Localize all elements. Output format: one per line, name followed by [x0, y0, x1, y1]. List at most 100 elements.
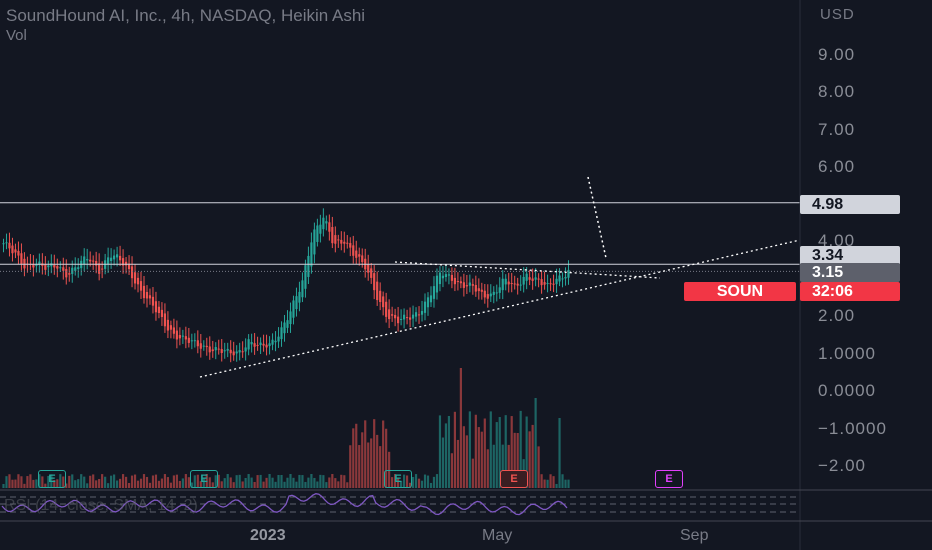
- candle-body: [507, 281, 510, 285]
- volume-bar: [376, 434, 379, 488]
- volume-bar: [567, 479, 570, 488]
- symbol-tag[interactable]: SOUN: [684, 282, 796, 301]
- candle-body: [50, 263, 53, 267]
- volume-bar: [525, 416, 528, 488]
- candle-body: [504, 278, 507, 285]
- volume-bar: [247, 474, 250, 488]
- candle-body: [495, 292, 498, 294]
- volume-bar: [379, 446, 382, 488]
- price-tag-4-98[interactable]: 4.98: [800, 195, 900, 214]
- volume-bar: [133, 474, 137, 488]
- volume-bar: [35, 479, 38, 488]
- candle-body: [286, 320, 289, 328]
- candle-body: [519, 284, 522, 286]
- volume-bar: [528, 431, 531, 488]
- candle-body: [444, 274, 448, 278]
- volume-bar: [292, 477, 295, 488]
- volume-bar: [417, 478, 421, 488]
- volume-bar: [549, 474, 552, 488]
- candle-body: [352, 245, 355, 256]
- volume-bar: [394, 474, 397, 488]
- candle-body: [373, 273, 376, 291]
- drawing-lines[interactable]: [0, 176, 801, 378]
- volume-bar: [163, 474, 167, 488]
- volume-bar: [537, 446, 540, 488]
- candle-body: [124, 261, 128, 266]
- candle-body: [86, 259, 89, 261]
- volume-bar: [391, 477, 394, 488]
- y-tick-label: −2.00: [818, 456, 867, 475]
- candle-body: [110, 257, 113, 261]
- candle-body: [142, 285, 146, 299]
- volume-bar: [5, 476, 8, 488]
- y-tick-label: 2.00: [818, 306, 856, 325]
- earnings-event-future-icon[interactable]: E: [655, 470, 683, 488]
- volume-bar: [432, 476, 436, 488]
- earnings-event-icon[interactable]: E: [190, 470, 218, 488]
- candle-body: [205, 345, 208, 348]
- candle-body: [298, 291, 301, 303]
- currency-label[interactable]: USD: [820, 6, 855, 23]
- volume-bar: [513, 432, 516, 488]
- candle-body: [355, 250, 358, 258]
- volume-bar: [23, 483, 26, 488]
- y-tick-label: 7.00: [818, 120, 856, 139]
- candle-body: [516, 283, 519, 286]
- volume-bar: [343, 475, 346, 488]
- candle-body: [385, 301, 388, 317]
- earnings-event-icon[interactable]: E: [38, 470, 66, 488]
- candle-body: [160, 309, 164, 317]
- volume-bar: [136, 480, 140, 488]
- volume-bar: [298, 474, 301, 488]
- candle-body: [265, 344, 268, 348]
- chart-title: SoundHound AI, Inc., 4h, NASDAQ, Heikin …: [6, 6, 366, 25]
- volume-bar: [11, 479, 14, 488]
- volume-bar: [68, 475, 71, 488]
- volume-bar: [250, 477, 253, 488]
- candle-body: [95, 260, 98, 266]
- earnings-event-icon[interactable]: E: [384, 470, 412, 488]
- candle-body: [513, 283, 516, 285]
- candle-body: [453, 277, 456, 285]
- countdown-tag[interactable]: 32:06: [800, 282, 900, 301]
- volume-bar: [534, 398, 537, 488]
- volume-bar: [346, 482, 349, 488]
- volume-bar: [184, 474, 187, 488]
- candle-body: [471, 284, 474, 286]
- candle-body: [310, 242, 313, 267]
- last-price-tag[interactable]: 3.15: [800, 263, 900, 282]
- volume-bar: [423, 474, 427, 488]
- candle-body: [459, 281, 462, 284]
- candle-body: [157, 306, 161, 313]
- candle-body: [5, 242, 8, 244]
- candle-body: [277, 336, 280, 342]
- volume-bar: [274, 481, 277, 488]
- rsi-indicator-label[interactable]: RSI (14, close, SMA, 14, 2): [4, 497, 198, 514]
- volume-bar: [474, 414, 477, 488]
- candle-body: [190, 340, 193, 342]
- candle-body: [292, 300, 295, 318]
- candle-body: [468, 282, 471, 286]
- volume-bar: [187, 477, 190, 488]
- volume-bar: [328, 477, 331, 488]
- candle-body: [561, 278, 564, 280]
- candle-body: [193, 340, 196, 342]
- volume-bar: [334, 478, 337, 488]
- candle-body: [268, 343, 271, 347]
- candle-body: [247, 339, 250, 350]
- earnings-event-icon[interactable]: E: [500, 470, 528, 488]
- candle-body: [53, 264, 56, 268]
- volume-bar: [501, 444, 504, 488]
- volume-indicator-label[interactable]: Vol: [6, 27, 27, 44]
- price-tag-3-34[interactable]: 3.34: [800, 246, 900, 265]
- volume-bar: [127, 482, 131, 488]
- candle-body: [325, 221, 328, 224]
- candle-body: [44, 264, 47, 270]
- volume-bar: [244, 478, 247, 488]
- volume-bar: [561, 474, 564, 488]
- candle-body: [199, 343, 202, 349]
- rsi-line: [1, 493, 568, 516]
- candle-body: [130, 266, 134, 279]
- volume-bar: [14, 479, 17, 488]
